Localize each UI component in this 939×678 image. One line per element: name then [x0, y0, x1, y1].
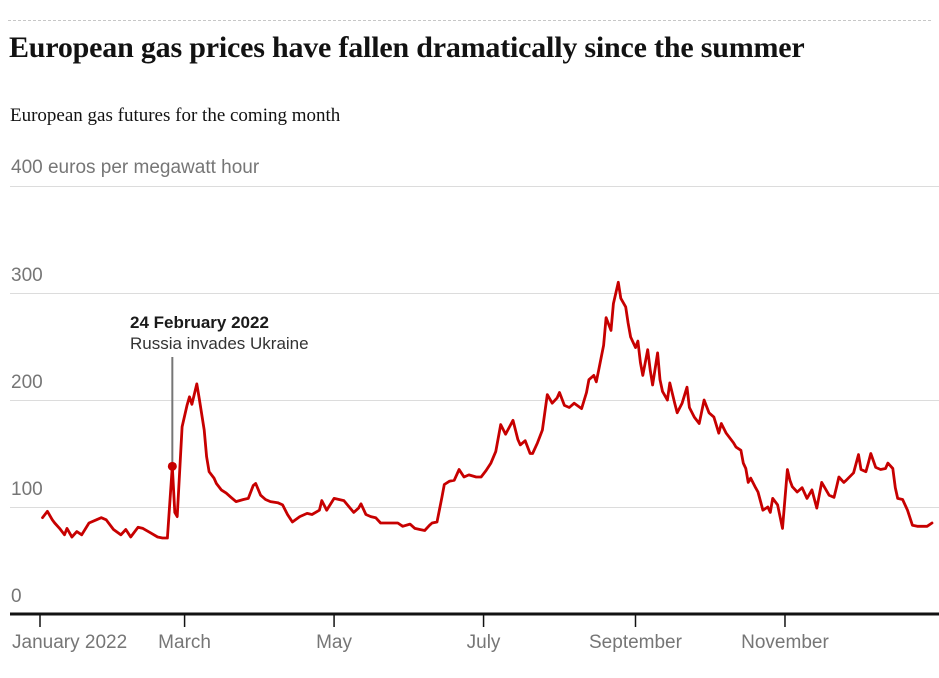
x-tick-label-july: July	[466, 632, 501, 653]
chart-title: European gas prices have fallen dramatic…	[9, 31, 805, 64]
annotation-event-label: Russia invades Ukraine	[130, 334, 309, 353]
annotation-date-label: 24 February 2022	[130, 313, 269, 332]
top-divider	[8, 20, 931, 21]
x-tick-label-september: September	[589, 632, 682, 653]
y-axis-unit-label: 400 euros per megawatt hour	[11, 157, 260, 178]
y-tick-label-0: 0	[11, 586, 22, 607]
x-tick-label-november: November	[741, 632, 829, 653]
y-tick-label-100: 100	[11, 479, 43, 500]
y-tick-label-200: 200	[11, 372, 43, 393]
invasion-annotation: 24 February 2022 Russia invades Ukraine	[130, 312, 309, 354]
chart-subtitle: European gas futures for the coming mont…	[10, 105, 341, 126]
y-tick-label-300: 300	[11, 265, 43, 286]
x-tick-label-january-2022: January 2022	[12, 632, 128, 653]
x-tick-label-may: May	[316, 632, 353, 653]
invasion-dot	[167, 461, 177, 471]
x-tick-label-march: March	[158, 632, 211, 653]
gas-price-line	[41, 280, 934, 540]
